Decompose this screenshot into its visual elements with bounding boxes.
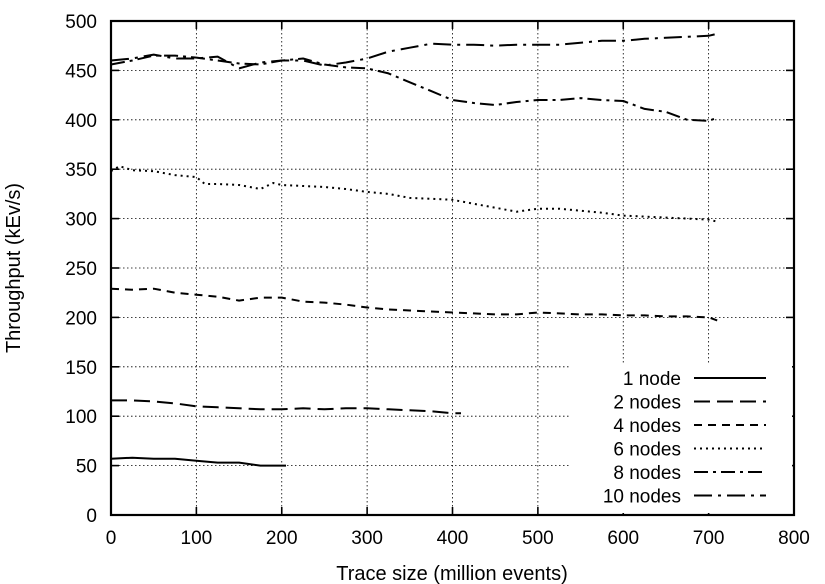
x-axis-title: Trace size (million events): [336, 563, 568, 584]
legend-label: 8 nodes: [613, 463, 681, 484]
y-tick-label: 50: [76, 457, 97, 478]
series-lines: [110, 32, 718, 467]
legend-label: 6 nodes: [613, 440, 681, 461]
tick-labels: 0 100 200 300 400 500 600 700 800 0 50 100 150 200 250…: [65, 12, 810, 549]
series-line-8-nodes: [110, 54, 718, 122]
legend-label: 4 nodes: [613, 416, 681, 437]
series-line-1-node: [110, 456, 286, 467]
y-tick-label: 100: [65, 407, 97, 428]
series-line-4-nodes: [110, 287, 718, 322]
y-tick-label: 300: [65, 210, 97, 231]
x-tick-label: 0: [106, 528, 117, 549]
y-tick-label: 250: [65, 259, 97, 280]
axis-ticks: [110, 20, 795, 516]
y-tick-label: 350: [65, 160, 97, 181]
x-tick-label: 100: [181, 528, 213, 549]
legend-label: 2 nodes: [613, 393, 681, 414]
y-tick-label: 500: [65, 12, 97, 33]
series-line-6-nodes: [110, 165, 718, 223]
legend-box: [570, 365, 792, 513]
x-tick-label: 600: [607, 528, 639, 549]
x-tick-label: 800: [778, 528, 810, 549]
series-line-10-nodes: [110, 32, 718, 70]
y-tick-label: 400: [65, 111, 97, 132]
y-tick-label: 150: [65, 358, 97, 379]
series-line-2-nodes: [111, 399, 461, 415]
y-tick-label: 200: [65, 308, 97, 329]
x-tick-label: 200: [266, 528, 298, 549]
x-tick-label: 700: [693, 528, 725, 549]
legend-label: 10 nodes: [603, 487, 681, 508]
legend-label: 1 node: [623, 369, 681, 390]
y-tick-label: 0: [86, 506, 97, 527]
y-axis-title: Throughput (kEv/s): [3, 183, 25, 353]
x-tick-label: 500: [522, 528, 554, 549]
x-tick-label: 400: [437, 528, 469, 549]
y-tick-label: 450: [65, 61, 97, 82]
x-tick-label: 300: [351, 528, 383, 549]
